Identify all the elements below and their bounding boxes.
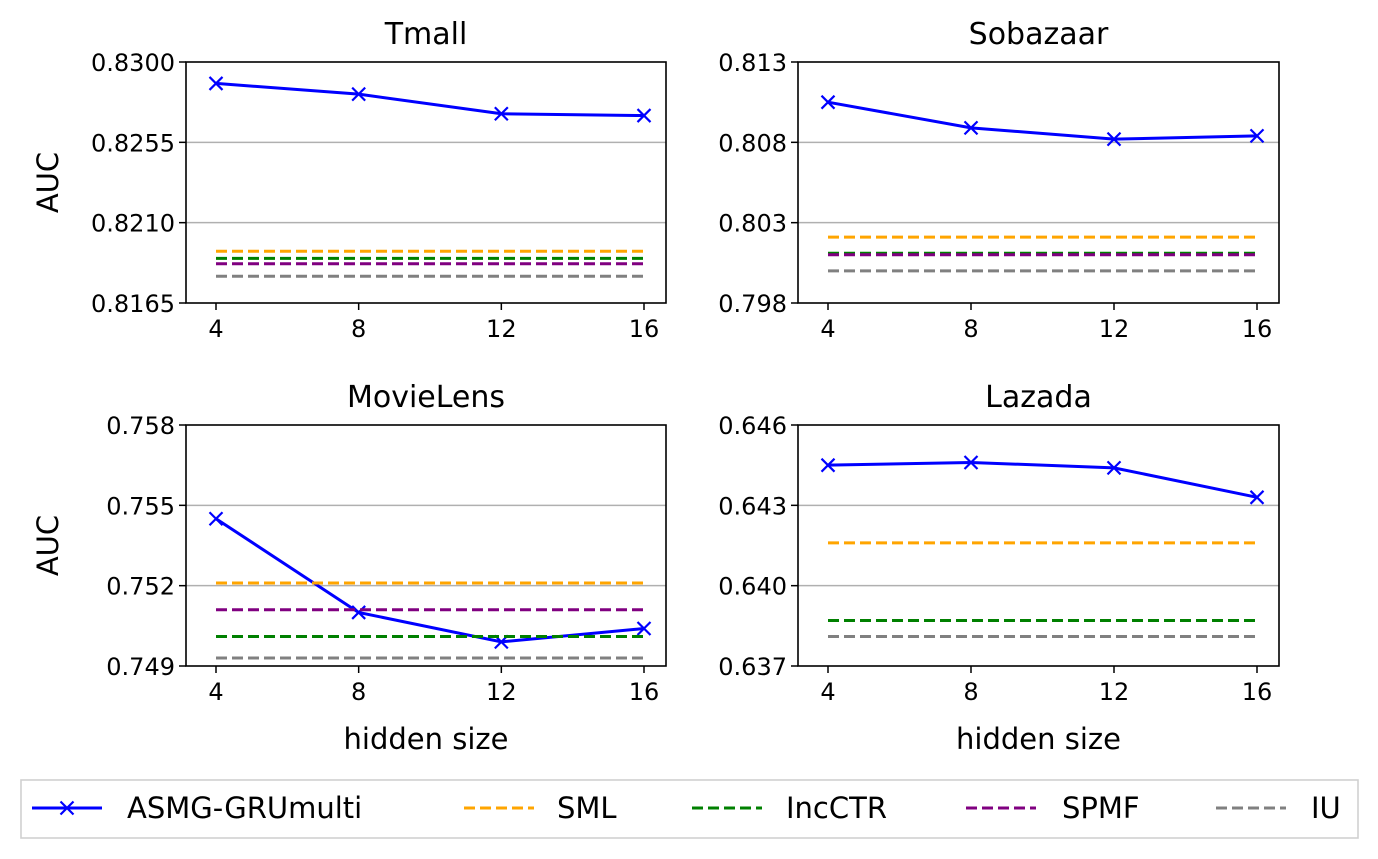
y-tick-label: 0.8255 [91,129,175,157]
x-tick-label: 8 [351,678,366,706]
panel-title: Tmall [384,17,468,52]
y-axis-label: AUC [31,515,65,576]
legend-box [20,779,1359,839]
chart-panel-4: 4 8 12 16 0.637 0.640 0.643 0.646 Lazada hidden s… [718,380,1280,756]
x-tick-label: 12 [1099,315,1130,343]
y-tick-label: 0.813 [718,49,787,77]
series-line-asmg-grumulti [215,517,645,644]
legend-label: IncCTR [786,791,887,825]
chart-panel-1: 4 8 12 16 0.8165 0.8210 0.8255 0.8300 Tmall AUC [31,17,667,343]
y-tick-label: 0.8300 [91,49,175,77]
x-tick-label: 8 [963,315,978,343]
x-tick-label: 4 [208,678,223,706]
series-line-asmg-grumulti [827,100,1258,141]
data-point-marker [494,106,509,122]
y-tick-label: 0.8165 [91,290,175,318]
legend-label: IU [1311,791,1341,825]
x-tick-label: 4 [820,315,835,343]
y-tick-label: 0.749 [106,653,175,681]
x-tick-label: 12 [1099,678,1130,706]
x-tick-label: 8 [351,315,366,343]
data-point-marker [351,86,366,102]
series-line-asmg-grumulti [827,460,1258,499]
data-point-marker [1249,128,1265,144]
y-tick-label: 0.637 [718,653,787,681]
data-point-marker [1249,490,1265,505]
data-point-marker [208,76,224,91]
y-tick-label: 0.640 [718,573,787,601]
chart-panel-2: 4 8 12 16 0.798 0.803 0.808 0.813 Sobazaar [718,17,1280,343]
data-point-marker [963,120,979,136]
panel-title: Sobazaar [969,17,1109,52]
data-point-marker [1106,131,1122,147]
y-axis-label: AUC [31,152,65,213]
x-tick-label: 4 [208,315,223,343]
x-axis-label: hidden size [344,722,509,756]
x-tick-label: 16 [629,315,660,343]
y-tick-label: 0.798 [718,290,787,318]
legend-label: SPMF [1062,791,1140,825]
data-point-marker [636,621,652,636]
legend-label: SML [557,791,617,825]
axes-frame [797,61,1280,304]
data-point-marker [820,94,836,110]
axes-frame [185,61,667,304]
data-point-marker [636,108,652,123]
panel-title: MovieLens [347,380,505,415]
y-tick-label: 0.808 [718,129,787,157]
legend-label: ASMG-GRUmulti [127,791,362,825]
x-axis-label: hidden size [956,722,1121,756]
data-point-marker [1106,460,1122,476]
x-tick-label: 8 [963,678,978,706]
legend: ASMG-GRUmulti SML IncCTR SPMF IU [20,779,1359,839]
y-tick-label: 0.803 [718,210,787,238]
x-tick-label: 16 [1242,315,1273,343]
x-tick-label: 4 [820,678,835,706]
series-line-asmg-grumulti [215,81,645,118]
legend-marker [59,800,75,816]
y-tick-label: 0.758 [106,412,175,440]
y-tick-label: 0.8210 [91,210,175,238]
data-point-marker [351,605,366,620]
data-point-marker [208,511,224,526]
chart-panel-3: 4 8 12 16 0.749 0.752 0.755 0.758 MovieLens AUC hi… [31,380,667,756]
x-tick-label: 12 [486,678,517,706]
y-tick-label: 0.755 [106,492,175,520]
data-point-marker [820,457,836,473]
x-tick-label: 16 [1242,678,1273,706]
data-point-marker [963,455,979,470]
y-tick-label: 0.752 [106,573,175,601]
axes-frame [185,424,667,667]
y-tick-label: 0.643 [718,492,787,520]
x-tick-label: 16 [629,678,660,706]
panel-title: Lazada [985,380,1092,415]
axes-frame [797,424,1280,667]
y-tick-label: 0.646 [718,412,787,440]
x-tick-label: 12 [486,315,517,343]
